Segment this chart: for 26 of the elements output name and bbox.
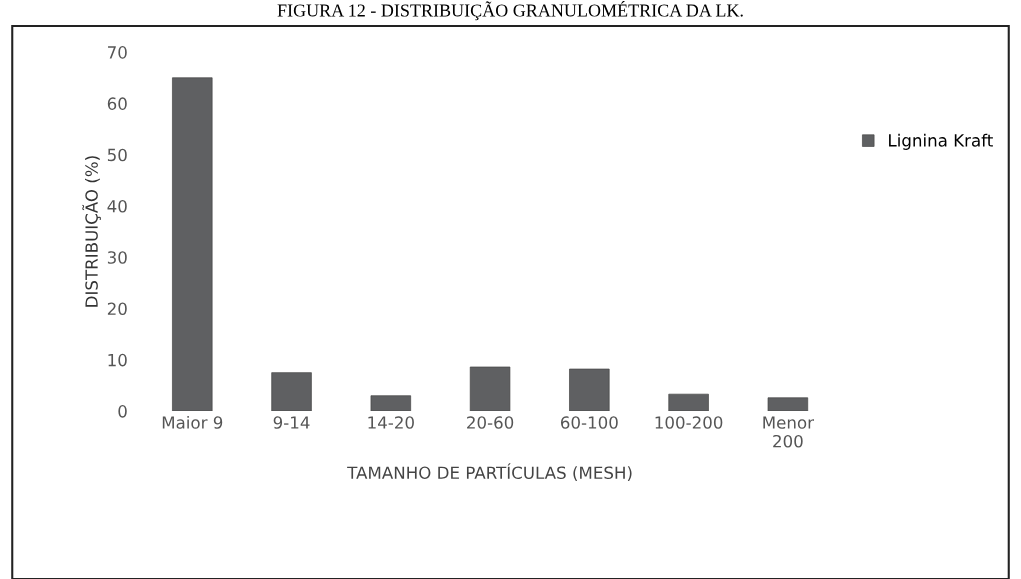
y-tick-label: 40 xyxy=(107,199,127,213)
x-tick-label: 100-200 xyxy=(655,416,723,429)
legend-label: Lignina Kraft xyxy=(889,133,993,150)
bar xyxy=(271,372,312,412)
y-tick-label: 70 xyxy=(108,46,127,59)
bar xyxy=(370,395,412,412)
x-tick-label: 20-60 xyxy=(467,416,514,429)
bar xyxy=(668,393,709,412)
chart-title: FIGURA 12 - DISTRIBUIÇÃO GRANULOMÉTRICA DA LK. xyxy=(277,0,743,21)
y-tick-label: 0 xyxy=(118,405,127,418)
y-axis-title: DISTRIBUIÇÃO (%) xyxy=(82,156,101,307)
bar xyxy=(469,366,511,412)
x-tick-label: 14-20 xyxy=(368,416,414,429)
x-tick-label: 60-100 xyxy=(560,416,618,429)
y-tick-label: 20 xyxy=(107,302,127,316)
y-tick-label: 50 xyxy=(107,148,127,162)
bar xyxy=(569,368,610,412)
x-axis-title: TAMANHO DE PARTÍCULAS (MESH) xyxy=(347,463,632,481)
y-tick-label: 30 xyxy=(107,251,127,264)
bar xyxy=(172,77,213,412)
y-tick-label: 60 xyxy=(107,97,127,110)
x-tick-label: Menor 200 xyxy=(763,416,814,448)
x-tick-label: Maior 9 xyxy=(162,415,223,429)
y-tick-label: 10 xyxy=(108,353,127,367)
x-tick-label: 9-14 xyxy=(273,416,310,429)
bar xyxy=(767,397,809,412)
